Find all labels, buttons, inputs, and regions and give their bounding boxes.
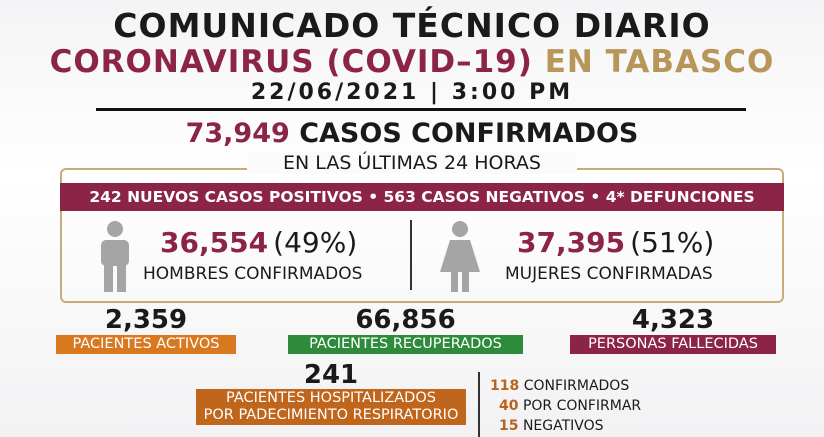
man-icon [101,221,129,292]
breakdown-item: 15 NEGATIVOS [490,416,641,436]
women-percent: (51%) [630,226,715,259]
men-figure: 36,554 (49%) [160,226,357,259]
breakdown-divider [478,372,480,437]
breakdown: 118 CONFIRMADOS 40 POR CONFIRMAR 15 NEGA… [490,376,641,436]
confirmed: 73,949 CASOS CONFIRMADOS [0,118,824,149]
deaths-number: 4,323 [631,305,715,335]
confirmed-number: 73,949 [185,118,290,149]
hospitalized-label-1: PACIENTES HOSPITALIZADOS [226,390,436,406]
women-figure: 37,395 (51%) [517,226,714,259]
last-24h-summary: 242 NUEVOS CASOS POSITIVOS • 563 CASOS N… [60,183,784,211]
subtitle-place: EN TABASCO [544,44,775,80]
hospitalized-number: 241 [303,360,359,390]
date-line: 22/06/2021 | 3:00 PM [0,80,824,105]
breakdown-item: 40 POR CONFIRMAR [490,396,641,416]
subtitle: CORONAVIRUS (COVID–19) EN TABASCO [0,44,824,80]
active-number: 2,359 [104,305,188,335]
deaths-label: PERSONAS FALLECIDAS [570,335,776,354]
men-label: HOMBRES CONFIRMADOS [143,264,363,284]
active-label: PACIENTES ACTIVOS [56,335,236,354]
men-number: 36,554 [160,226,269,259]
recovered-number: 66,856 [355,305,456,335]
breakdown-item: 118 CONFIRMADOS [490,376,641,396]
men-percent: (49%) [273,226,358,259]
breakdown-number: 15 [499,418,519,434]
breakdown-label: CONFIRMADOS [523,378,630,394]
hospitalized-label-2: POR PADECIMIENTO RESPIRATORIO [203,407,459,423]
breakdown-number: 118 [490,378,520,394]
hospitalized-label: PACIENTES HOSPITALIZADOS POR PADECIMIENT… [196,389,466,425]
last-24h-heading: EN LAS ÚLTIMAS 24 HORAS [247,152,577,174]
breakdown-label: POR CONFIRMAR [522,398,642,414]
woman-icon [440,221,480,292]
divider [410,220,412,290]
confirmed-label: CASOS CONFIRMADOS [299,118,639,149]
recovered-label: PACIENTES RECUPERADOS [288,335,523,354]
time: 3:00 PM [451,80,574,105]
separator: | [430,80,442,105]
title: COMUNICADO TÉCNICO DIARIO [113,6,711,45]
breakdown-number: 40 [499,398,519,414]
date: 22/06/2021 [250,80,420,105]
subtitle-main: CORONAVIRUS (COVID–19) [49,44,533,80]
women-label: MUJERES CONFIRMADAS [505,264,713,284]
women-number: 37,395 [517,226,626,259]
breakdown-label: NEGATIVOS [522,418,604,434]
rule [96,108,746,111]
